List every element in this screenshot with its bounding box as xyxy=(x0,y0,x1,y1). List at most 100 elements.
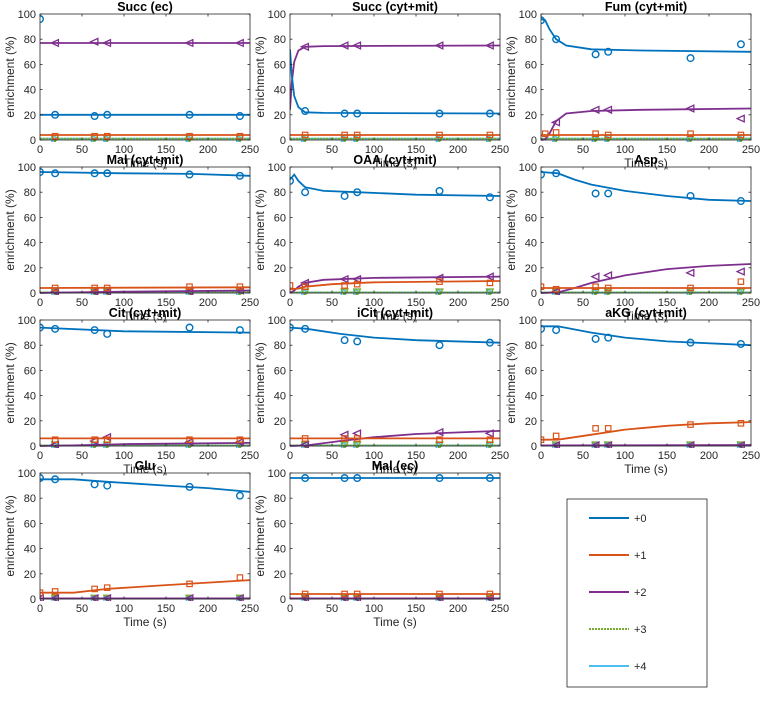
x-tick-label: 250 xyxy=(491,603,509,615)
fit-line xyxy=(290,275,500,294)
y-tick-label: 20 xyxy=(24,263,36,275)
y-tick-label: 100 xyxy=(519,162,537,174)
data-point xyxy=(234,594,244,601)
x-tick-label: 50 xyxy=(76,144,88,156)
y-tick-label: 0 xyxy=(531,135,537,147)
y-tick-label: 100 xyxy=(18,315,36,327)
data-point xyxy=(736,197,745,206)
data-point xyxy=(101,38,112,48)
x-tick-label: 150 xyxy=(658,144,676,156)
y-tick-label: 80 xyxy=(24,340,36,352)
data-point xyxy=(301,474,310,483)
x-axis-label: Time (s) xyxy=(123,309,167,323)
panel-title: aKG (cyt+mit) xyxy=(605,306,687,320)
y-tick-label: 40 xyxy=(525,85,537,97)
data-point xyxy=(736,40,745,49)
data-point xyxy=(234,38,244,48)
y-tick-label: 40 xyxy=(274,544,286,556)
x-tick-label: 250 xyxy=(742,297,760,309)
y-tick-label: 20 xyxy=(274,569,286,581)
x-tick-label: 150 xyxy=(407,603,425,615)
y-tick-label: 80 xyxy=(274,493,286,505)
data-point xyxy=(185,482,194,491)
y-tick-label: 20 xyxy=(274,416,286,428)
series-+1 xyxy=(290,590,500,598)
y-tick-label: 20 xyxy=(24,569,36,581)
data-point xyxy=(341,282,348,289)
data-point xyxy=(90,169,99,178)
data-point xyxy=(602,271,613,280)
x-tick-label: 100 xyxy=(616,297,634,309)
y-tick-label: 100 xyxy=(268,162,286,174)
data-point xyxy=(485,338,494,347)
data-point xyxy=(339,41,349,50)
data-point xyxy=(552,432,560,440)
y-tick-label: 80 xyxy=(24,34,36,46)
data-point xyxy=(736,288,746,295)
axes: 0 50 100 150 200 250 0 20 40 60 80 100 xyxy=(18,9,260,156)
x-tick-label: 250 xyxy=(491,297,509,309)
y-axis-label: enrichment (%) xyxy=(3,495,17,576)
data-point xyxy=(90,112,99,121)
axes-box xyxy=(39,166,251,294)
y-tick-label: 0 xyxy=(280,594,286,606)
x-tick-label: 150 xyxy=(658,297,676,309)
axes-box xyxy=(39,472,251,600)
plot-area xyxy=(40,168,250,295)
data-point xyxy=(552,169,561,178)
axes: 0 50 100 150 200 250 0 20 40 60 80 100 xyxy=(18,315,260,462)
y-tick-label: 20 xyxy=(24,416,36,428)
data-point xyxy=(435,109,444,118)
data-point xyxy=(341,131,348,139)
data-point xyxy=(40,594,44,601)
x-tick-label: 50 xyxy=(326,603,338,615)
x-tick-label: 250 xyxy=(742,144,760,156)
x-tick-label: 50 xyxy=(326,144,338,156)
y-tick-label: 100 xyxy=(268,468,286,480)
axes: 0 50 100 150 200 250 0 20 40 60 80 100 xyxy=(519,162,761,309)
plot-area xyxy=(541,16,751,142)
series-+1 xyxy=(290,278,500,291)
y-tick-label: 20 xyxy=(274,110,286,122)
data-point xyxy=(434,41,444,50)
data-point xyxy=(184,437,194,447)
x-tick-label: 200 xyxy=(199,144,217,156)
fit-line xyxy=(541,107,751,141)
data-point xyxy=(352,288,362,295)
data-point xyxy=(236,132,244,140)
data-point xyxy=(299,42,310,52)
axes-box xyxy=(540,13,752,141)
data-point xyxy=(550,441,561,448)
data-point xyxy=(351,41,362,50)
axes: 0 50 100 150 200 250 0 20 40 60 80 100 xyxy=(519,315,761,462)
y-tick-label: 100 xyxy=(519,9,537,21)
data-point xyxy=(541,436,545,444)
data-point xyxy=(103,436,111,444)
fit-line xyxy=(290,280,500,291)
data-point xyxy=(737,278,745,285)
x-axis-label: Time (s) xyxy=(123,156,167,170)
x-tick-label: 200 xyxy=(199,603,217,615)
data-point xyxy=(484,41,494,50)
x-tick-label: 50 xyxy=(76,297,88,309)
panel-9: 0 50 100 150 200 250 0 20 40 60 80 100 aKG (cyt+mit)… xyxy=(504,306,760,476)
plot-area xyxy=(290,323,500,448)
data-point xyxy=(552,326,561,335)
data-point xyxy=(340,191,349,200)
y-axis-label: enrichment (%) xyxy=(253,342,267,423)
data-point xyxy=(236,283,244,291)
x-tick-label: 150 xyxy=(407,144,425,156)
x-tick-label: 100 xyxy=(616,450,634,462)
data-point xyxy=(604,425,612,432)
data-point xyxy=(90,326,99,335)
x-tick-label: 50 xyxy=(577,144,589,156)
x-tick-label: 0 xyxy=(538,297,544,309)
y-tick-label: 100 xyxy=(18,468,36,480)
axes: 0 50 100 150 200 250 0 20 40 60 80 100 xyxy=(519,9,761,156)
x-tick-label: 0 xyxy=(538,450,544,462)
series-+1 xyxy=(40,283,250,292)
legend-label: +1 xyxy=(634,550,647,562)
data-point xyxy=(735,441,745,448)
